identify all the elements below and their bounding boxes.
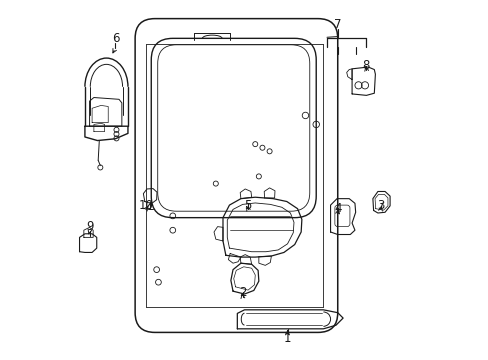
Text: 5: 5 [244, 199, 251, 212]
Text: 3: 3 [376, 199, 384, 212]
Text: 4: 4 [333, 202, 341, 215]
Text: 6: 6 [111, 32, 119, 45]
Text: 7: 7 [333, 18, 341, 31]
Text: 10: 10 [138, 199, 153, 212]
Text: 1: 1 [283, 332, 291, 345]
Text: 8: 8 [362, 59, 369, 72]
Text: 2: 2 [239, 287, 246, 300]
Text: 9: 9 [86, 220, 93, 233]
